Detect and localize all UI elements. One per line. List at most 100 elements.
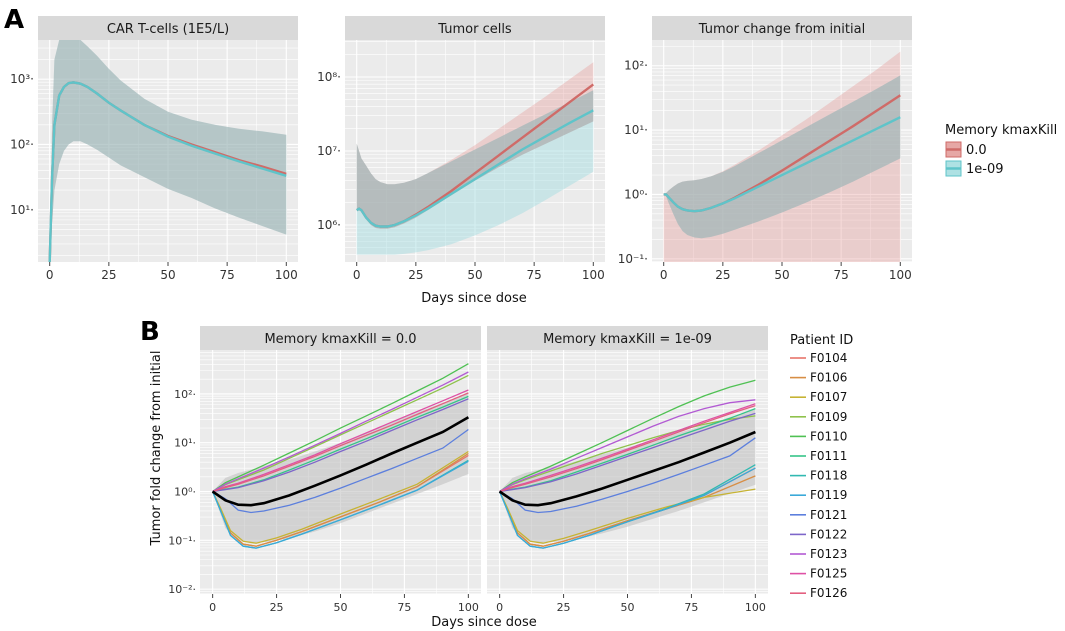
band-0.0	[663, 51, 901, 262]
x-tick-label: 25	[715, 268, 730, 282]
legend-b-label-F0107: F0107	[810, 390, 847, 404]
x-tick-label: 75	[220, 268, 235, 282]
y-tick-label: 10²·	[624, 59, 648, 73]
band-1e-09	[663, 75, 901, 239]
x-tick-label: 50	[467, 268, 482, 282]
y-tick-label: 10²·	[10, 137, 34, 151]
strip-B2	[487, 326, 768, 350]
x-axis-title-a: Days since dose	[421, 291, 526, 306]
series-line-1e-09	[356, 109, 594, 228]
panel-kmaxkill-0: Memory kmaxKill = 0.0 0 25 50 75 100 10⁻²· 10⁻¹…	[168, 326, 481, 614]
x-tick-label: 100	[582, 268, 605, 282]
patient-line-F0123	[499, 399, 756, 493]
band-0.0	[356, 62, 594, 229]
patient-line-F0123	[212, 371, 469, 493]
series-line-1e-09	[663, 116, 901, 213]
gridlines-A1	[38, 40, 298, 262]
band-percentile	[212, 392, 469, 543]
strip-title-A1: CAR T-cells (1E5/L)	[107, 22, 229, 37]
panel-letter-b: B	[140, 317, 160, 347]
x-tick-label: 25	[408, 268, 423, 282]
patient-line-F0126	[212, 392, 469, 493]
legend-a-label-0: 0.0	[966, 143, 987, 158]
x-tick-label: 0	[209, 601, 216, 614]
x-tick-label: 100	[458, 601, 479, 614]
legend-b-label-F0122: F0122	[810, 527, 847, 541]
patient-line-F0121	[499, 437, 756, 514]
plot-area-B2	[498, 379, 756, 549]
strip-A3	[652, 16, 912, 40]
y-axis-title-b: Tumor fold change from initial	[149, 351, 164, 547]
y-tick-label: 10⁻²·	[168, 583, 196, 596]
series-line-1e-09	[48, 81, 287, 262]
plot-area-A3	[663, 51, 901, 262]
x-tick-label: 0	[496, 601, 503, 614]
panel-letter-a: A	[4, 5, 24, 35]
plot-area-B1	[211, 363, 470, 549]
x-tick-label: 100	[889, 268, 912, 282]
strip-A2	[345, 16, 605, 40]
x-tick-label: 50	[774, 268, 789, 282]
patient-line-F0119	[211, 460, 469, 549]
plot-area-A2	[356, 62, 595, 255]
patient-line-F0122	[499, 412, 756, 493]
median-line	[211, 416, 470, 507]
legend-b-label-F0121: F0121	[810, 508, 847, 522]
x-tick-label: 75	[684, 601, 698, 614]
legend-b-label-F0118: F0118	[810, 469, 847, 483]
patient-line-F0110	[212, 363, 469, 493]
patient-line-F0109	[212, 374, 469, 493]
x-tick-label: 25	[557, 601, 571, 614]
y-tick-label: 10⁰·	[174, 486, 196, 499]
plot-area-A1	[48, 40, 287, 262]
panel-car-tcells: CAR T-cells (1E5/L) 0 25 50 75 100 10¹· 10²· 10³…	[10, 16, 298, 282]
patient-line-F0119	[498, 467, 756, 549]
legend-b-label-F0110: F0110	[810, 429, 847, 443]
x-axis-title-b: Days since dose	[431, 615, 536, 630]
y-tick-label: 10¹·	[10, 203, 34, 217]
band-1e-09	[49, 40, 287, 262]
y-tick-label: 10¹·	[624, 123, 648, 137]
legend-b-label-F0126: F0126	[810, 586, 847, 600]
patient-line-F0122	[212, 398, 469, 493]
legend-b-label-F0123: F0123	[810, 547, 847, 561]
patient-line-F0107	[212, 450, 469, 544]
gridlines-A2	[345, 40, 605, 262]
patient-line-F0109	[499, 415, 756, 493]
y-tick-label: 10⁷·	[317, 144, 341, 158]
y-tick-label: 10¹·	[174, 437, 196, 450]
panel-kmaxkill-1e-09: Memory kmaxKill = 1e-09 0 25 50 75 100	[487, 326, 768, 614]
strip-title-A2: Tumor cells	[437, 22, 512, 37]
x-tick-label: 0	[46, 268, 54, 282]
legend-memory-kmaxkill: Memory kmaxKill 0.0 1e-09	[945, 123, 1057, 177]
band-overlap	[356, 90, 594, 229]
strip-B1	[200, 326, 481, 350]
legend-a-label-1: 1e-09	[966, 162, 1004, 177]
x-tick-label: 0	[660, 268, 668, 282]
legend-a-title: Memory kmaxKill	[945, 123, 1057, 138]
y-tick-label: 10⁰·	[624, 187, 648, 201]
strip-title-B2: Memory kmaxKill = 1e-09	[543, 332, 712, 347]
x-tick-label: 75	[527, 268, 542, 282]
gridlines-A3	[652, 40, 912, 262]
strip-title-B1: Memory kmaxKill = 0.0	[264, 332, 416, 347]
patient-line-F0106	[212, 452, 469, 547]
strip-title-A3: Tumor change from initial	[698, 22, 865, 37]
legend-b-label-F0119: F0119	[810, 488, 847, 502]
patient-line-F0110	[499, 379, 756, 493]
y-tick-label: 10⁸·	[317, 70, 341, 84]
y-tick-label: 10³·	[10, 72, 34, 86]
y-tick-label: 10⁶·	[317, 218, 341, 232]
x-tick-label: 75	[397, 601, 411, 614]
x-tick-label: 50	[334, 601, 348, 614]
legend-b-label-F0106: F0106	[810, 371, 847, 385]
band-overlap	[49, 40, 287, 262]
y-tick-label: 10⁻¹·	[168, 534, 196, 547]
panel-tumor-change: Tumor change from initial 0 25 50 75 100 10⁻¹·…	[618, 16, 912, 282]
patient-line-F0125	[212, 389, 469, 493]
median-line	[498, 430, 756, 507]
legend-patient-id: Patient ID F0104 F0106 F0107 F0109 F0110 F011…	[790, 333, 853, 600]
legend-b-title: Patient ID	[790, 333, 853, 348]
legend-b-label-F0111: F0111	[810, 449, 847, 463]
